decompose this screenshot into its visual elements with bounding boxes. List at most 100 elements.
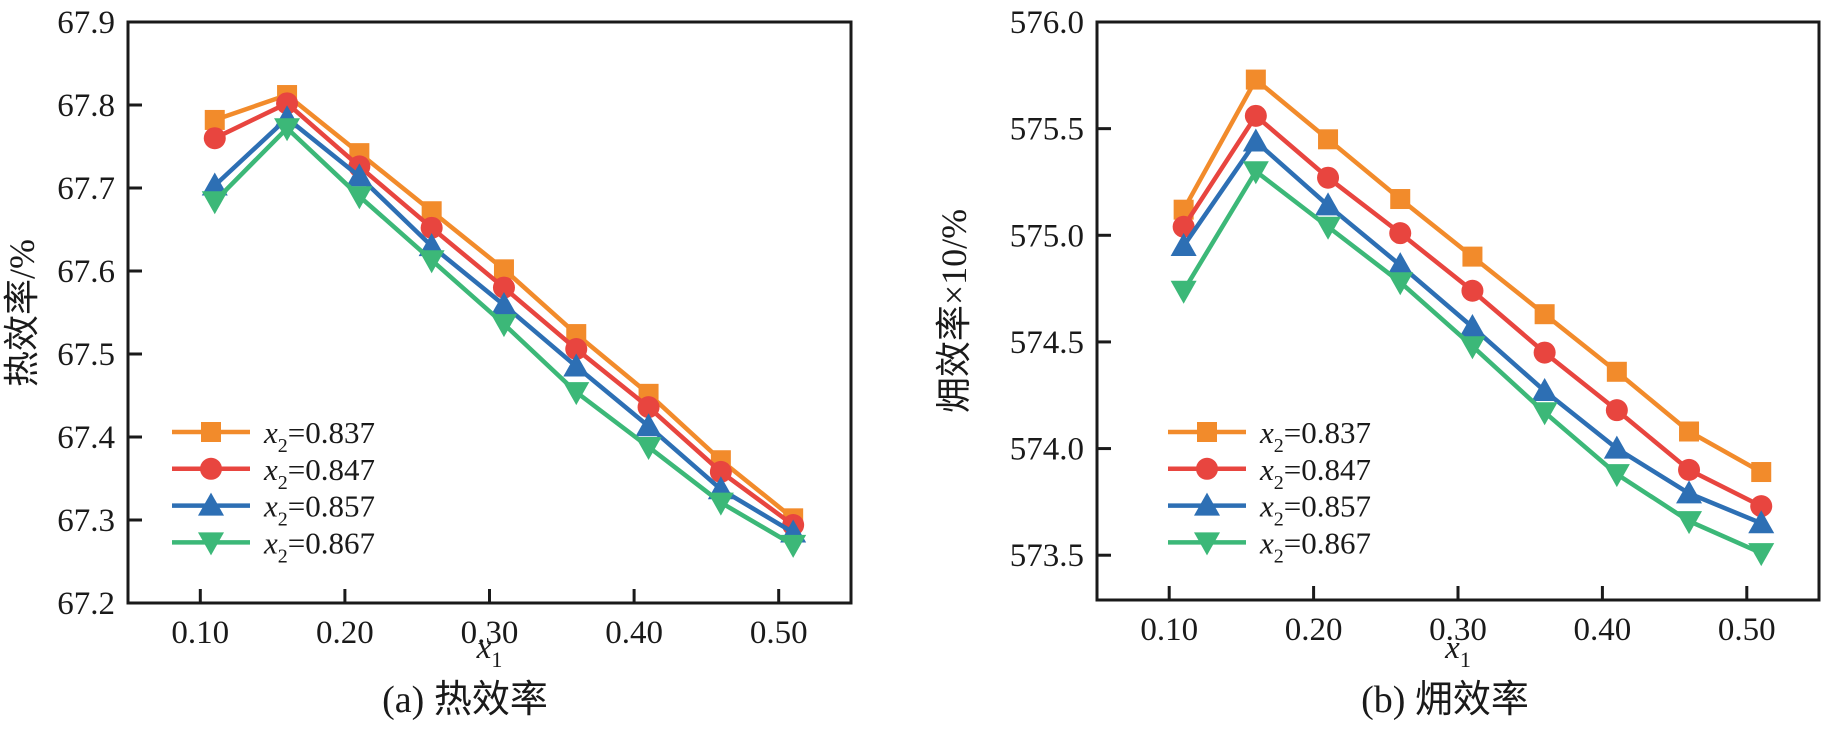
data-point-marker: [201, 172, 228, 196]
data-point-marker: [203, 127, 226, 150]
data-point-marker: [1244, 104, 1267, 127]
data-point-marker: [1748, 543, 1775, 567]
y-tick-label: 576.0: [1010, 5, 1084, 41]
y-tick-label: 573.5: [1010, 538, 1084, 574]
data-point-marker: [1170, 232, 1197, 256]
chart-a-panel: 0.10 0.20 0.30 0.40 0.50 67.2 67.3 67.4 67.5 67.6…: [0, 0, 910, 734]
data-point-marker: [1461, 279, 1484, 302]
data-point-marker: [1315, 192, 1342, 216]
data-point-marker: [274, 118, 301, 142]
x-tick-label: 0.20: [316, 615, 374, 651]
data-point-marker: [1317, 166, 1340, 189]
x-axis-title: x1: [476, 630, 503, 672]
data-point-marker: [1459, 336, 1486, 360]
legend-label: x2=0.837: [263, 415, 375, 457]
data-point-marker: [1678, 458, 1701, 481]
legend-item: x2=0.857: [172, 489, 375, 531]
legend-label: x2=0.847: [263, 452, 375, 494]
y-tick-label: 575.5: [1010, 112, 1084, 148]
data-point-marker: [1748, 510, 1775, 534]
data-point-marker: [1389, 222, 1412, 245]
legend-label: x2=0.857: [263, 489, 375, 531]
data-point-marker: [421, 201, 442, 222]
data-point-marker: [1242, 161, 1269, 185]
series-3: [201, 118, 807, 558]
data-point-marker: [1534, 304, 1555, 325]
data-point-marker: [1679, 421, 1700, 442]
legend-marker: [1194, 492, 1220, 516]
series-2: [1170, 128, 1775, 534]
legend-label: x2=0.867: [263, 525, 375, 567]
data-point-marker: [635, 413, 662, 437]
y-tick-label: 67.9: [57, 5, 115, 41]
legend-marker: [1194, 532, 1220, 556]
data-point-marker: [204, 109, 225, 130]
data-point-marker: [1387, 272, 1414, 296]
legend-marker: [198, 532, 224, 556]
data-point-marker: [780, 534, 807, 558]
y-tick-label: 574.5: [1010, 325, 1084, 361]
data-point-marker: [1245, 69, 1266, 90]
data-point-marker: [1751, 462, 1772, 483]
y-axis: 67.2 67.3 67.4 67.5 67.6 67.7 67.8 67.9: [57, 5, 142, 622]
data-point-marker: [418, 250, 445, 274]
data-point-marker: [1603, 435, 1630, 459]
chart-b-panel: 0.10 0.20 0.30 0.40 0.50 573.5 574.0 574.5 575.0…: [910, 0, 1821, 734]
legend-label: x2=0.857: [1259, 489, 1371, 531]
x-tick-label: 0.20: [1285, 612, 1343, 648]
legend-item: x2=0.847: [172, 452, 375, 494]
data-point-marker: [563, 353, 590, 377]
chart-b-canvas: 0.10 0.20 0.30 0.40 0.50 573.5 574.0 574.5 575.0…: [934, 5, 1821, 721]
series-1: [1172, 104, 1773, 518]
data-point-marker: [563, 382, 590, 406]
legend-item: x2=0.867: [172, 525, 375, 567]
data-point-marker: [493, 259, 514, 280]
data-point-marker: [492, 276, 515, 299]
data-point-marker: [1533, 341, 1556, 364]
data-point-marker: [420, 216, 443, 239]
data-point-marker: [709, 460, 732, 483]
data-point-marker: [1676, 480, 1703, 504]
legend-marker: [1196, 457, 1218, 480]
data-point-marker: [1531, 377, 1558, 401]
legend-item: x2=0.837: [1168, 415, 1371, 457]
data-point-marker: [201, 191, 228, 215]
y-tick-label: 67.5: [57, 337, 115, 373]
y-tick-label: 575.0: [1010, 218, 1084, 254]
y-tick-label: 67.8: [57, 88, 115, 124]
data-point-marker: [1606, 361, 1627, 382]
x-tick-label: 0.10: [171, 615, 229, 651]
data-point-marker: [565, 338, 588, 361]
x-tick-label: 0.10: [1140, 612, 1198, 648]
series-3: [1170, 161, 1775, 567]
x-tick-label: 0.30: [461, 615, 519, 651]
data-point-marker: [490, 292, 517, 316]
data-point-marker: [1318, 129, 1339, 150]
data-point-marker: [276, 92, 299, 115]
legend-label: x2=0.837: [1259, 415, 1371, 457]
data-point-marker: [1676, 511, 1703, 535]
legend-marker: [1197, 422, 1217, 442]
x-axis: 0.10 0.20 0.30 0.40 0.50: [1140, 586, 1776, 648]
legend-item: x2=0.847: [1168, 452, 1371, 494]
data-point-marker: [1605, 399, 1628, 422]
x-tick-label: 0.50: [750, 615, 808, 651]
data-point-marker: [346, 163, 373, 187]
x-tick-label: 0.40: [1574, 612, 1632, 648]
data-point-marker: [1170, 280, 1197, 304]
x-tick-label: 0.30: [1429, 612, 1487, 648]
data-point-marker: [1172, 215, 1195, 238]
data-point-marker: [490, 314, 517, 338]
x-axis: 0.10 0.20 0.30 0.40 0.50: [171, 589, 808, 651]
legend-marker: [198, 492, 224, 516]
x-axis-title: x1: [1444, 630, 1471, 672]
series-line: [1181, 76, 1763, 474]
legend-item: x2=0.837: [172, 415, 375, 457]
data-point-marker: [566, 324, 587, 345]
data-point-marker: [1603, 464, 1630, 488]
y-tick-label: 67.3: [57, 503, 115, 539]
data-point-marker: [707, 492, 734, 516]
x-tick-label: 0.40: [605, 615, 663, 651]
